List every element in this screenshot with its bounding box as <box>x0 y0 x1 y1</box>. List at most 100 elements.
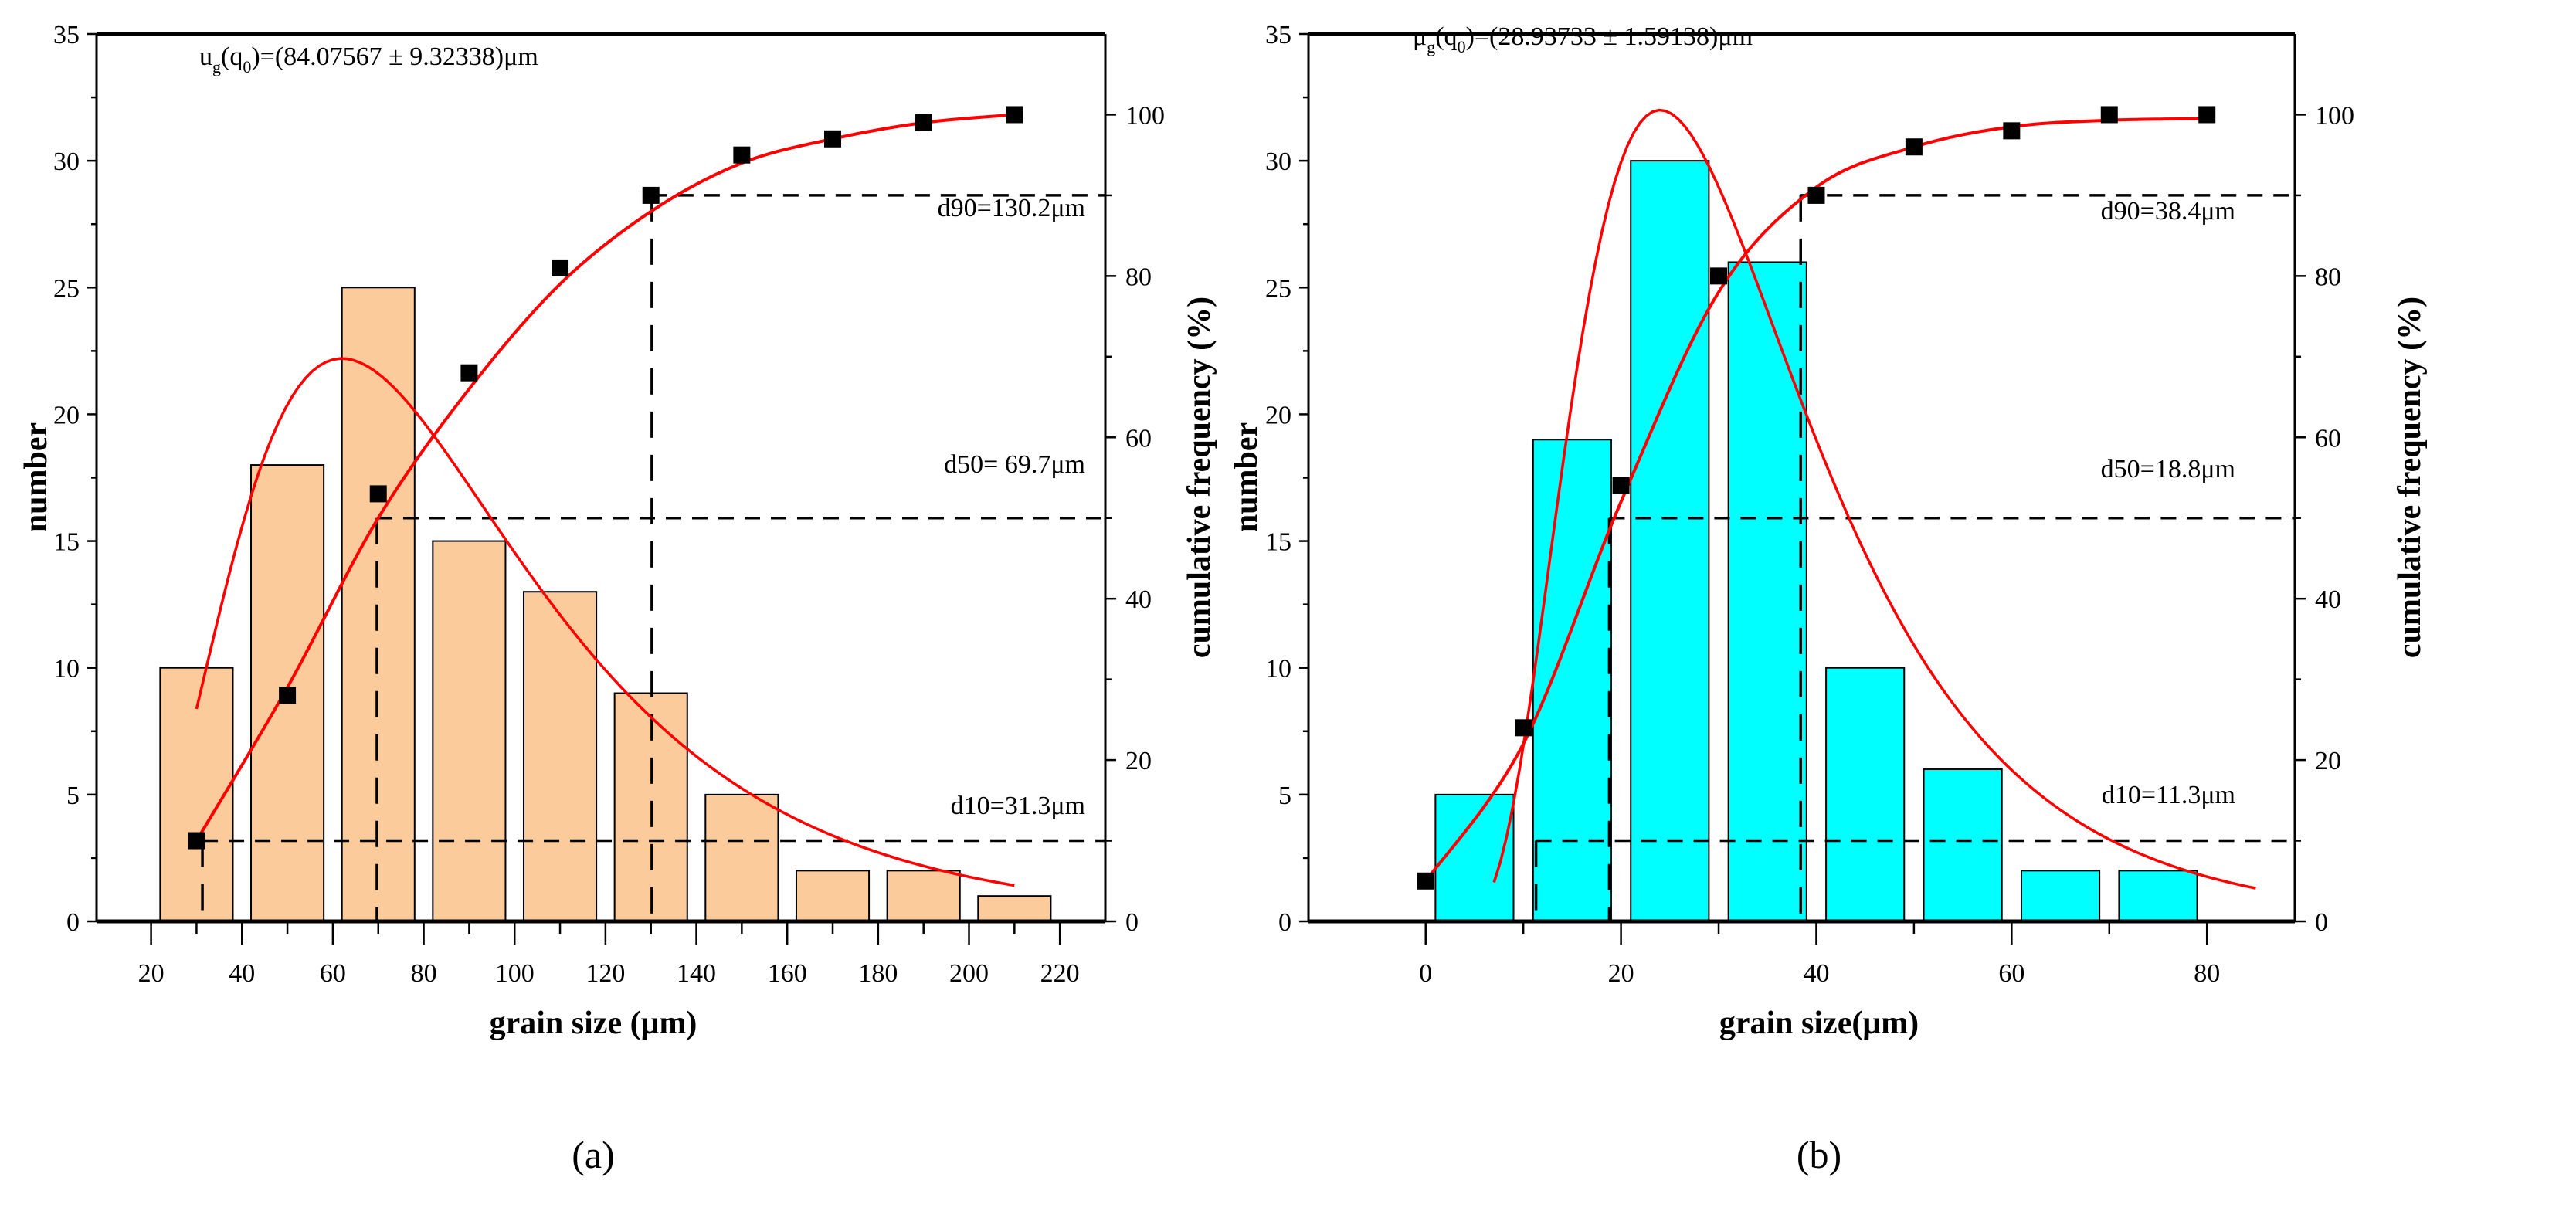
fit-annotation: ug(q0)=(84.07567 ± 9.32338)μm <box>199 42 538 76</box>
x-tick-label: 40 <box>229 959 255 988</box>
cumulative-point <box>279 687 297 704</box>
x-axis-label: grain size(μm) <box>1719 1006 1919 1041</box>
y-tick-label: 20 <box>1265 401 1291 429</box>
y-right-tick-label: 80 <box>1125 263 1152 291</box>
distribution-fit-curve <box>195 357 1015 887</box>
x-tick-label: 140 <box>677 959 716 988</box>
y-tick-label: 35 <box>1265 21 1291 49</box>
fit-annotation: μg(q0)=(28.93733 ± 1.59138)μm <box>1413 22 1753 56</box>
y-axis-right-label: cumulative frequency (%) <box>1182 297 1217 658</box>
d10-label: d10=31.3μm <box>951 792 1085 820</box>
cumulative-point <box>2198 106 2216 124</box>
panel-caption: (b) <box>1797 1133 1841 1176</box>
bar <box>1532 439 1612 922</box>
y-right-tick-label: 100 <box>1125 101 1165 130</box>
x-axis-label: grain size (μm) <box>490 1006 697 1041</box>
bar <box>522 591 598 922</box>
bar <box>795 870 871 923</box>
cumulative-point <box>642 186 660 204</box>
y-right-tick-label: 0 <box>1125 908 1139 937</box>
distribution-fit-curve <box>1492 108 2256 890</box>
y-right-tick-label: 60 <box>1125 424 1152 453</box>
x-tick-label: 80 <box>411 959 437 988</box>
bar <box>886 870 961 923</box>
y-tick-label: 0 <box>1278 908 1291 937</box>
cumulative-point <box>460 364 478 382</box>
bar <box>1630 160 1710 922</box>
bar <box>341 287 416 922</box>
bar <box>1727 261 1807 922</box>
cumulative-point <box>1710 267 1728 285</box>
y-right-tick-label: 20 <box>2315 747 2341 775</box>
x-tick-label: 120 <box>585 959 625 988</box>
y-right-tick-label: 60 <box>2315 424 2341 453</box>
bar <box>159 667 234 922</box>
x-tick-label: 200 <box>949 959 989 988</box>
y-tick-label: 25 <box>1265 274 1291 303</box>
d90-label: d90=130.2μm <box>938 194 1085 222</box>
x-tick-label: 60 <box>320 959 346 988</box>
y-right-tick-label: 80 <box>2315 263 2341 291</box>
y-right-tick-label: 100 <box>2315 101 2354 130</box>
x-tick-label: 60 <box>1998 959 2024 988</box>
y-right-tick-label: 40 <box>2315 585 2341 614</box>
y-tick-label: 10 <box>1265 655 1291 684</box>
cumulative-point <box>552 259 569 276</box>
cumulative-fit-curve <box>195 113 1015 842</box>
y-tick-label: 35 <box>53 21 80 49</box>
y-tick-label: 15 <box>1265 528 1291 557</box>
x-tick-label: 80 <box>2194 959 2220 988</box>
y-tick-label: 0 <box>66 908 80 937</box>
cumulative-point <box>1612 477 1630 494</box>
cumulative-point <box>915 114 932 131</box>
panel-b: 0 20 40 60 80 0 5 10 15 20 25 30 35 0 20 40 60 80 100 μg(q… <box>1229 21 2428 1176</box>
cumulative-point <box>2100 106 2118 124</box>
x-tick-label: 160 <box>768 959 807 988</box>
x-tick-label: 100 <box>495 959 535 988</box>
y-axis-label: number <box>1229 422 1264 532</box>
x-tick-label: 180 <box>858 959 898 988</box>
cumulative-point <box>1417 872 1434 890</box>
y-axis-right-label: cumulative frequency (%) <box>2392 297 2428 658</box>
bar <box>2020 870 2101 923</box>
y-tick-label: 10 <box>53 655 80 684</box>
y-tick-label: 25 <box>53 274 80 303</box>
y-right-tick-label: 40 <box>1125 585 1152 614</box>
bar <box>1923 768 2003 922</box>
x-tick-label: 0 <box>1419 959 1432 988</box>
y-tick-label: 15 <box>53 528 80 557</box>
cumulative-point <box>733 146 751 164</box>
y-right-tick-label: 20 <box>1125 747 1152 775</box>
bar <box>977 895 1052 922</box>
d10-label: d10=11.3μm <box>2102 781 2235 809</box>
cumulative-point <box>1905 138 1923 156</box>
y-tick-label: 20 <box>53 401 80 429</box>
y-tick-label: 5 <box>66 782 80 810</box>
d90-label: d90=38.4μm <box>2101 197 2235 226</box>
x-tick-label: 20 <box>138 959 165 988</box>
cumulative-point <box>824 130 842 148</box>
y-right-tick-label: 0 <box>2315 908 2328 937</box>
cumulative-point <box>2003 122 2021 140</box>
x-tick-label: 220 <box>1040 959 1080 988</box>
bar <box>1825 667 1906 922</box>
bar <box>2118 870 2198 923</box>
bar <box>432 540 507 922</box>
panel-a: 20 40 60 80 100 120 140 160 180 200 22005101520253… <box>19 21 1217 1176</box>
y-tick-label: 30 <box>1265 148 1291 176</box>
cumulative-fit-curve <box>1424 117 2208 882</box>
cumulative-point <box>1006 106 1023 124</box>
bar <box>704 793 779 923</box>
x-tick-label: 20 <box>1608 959 1634 988</box>
cumulative-point <box>1807 186 1825 204</box>
y-axis-label: number <box>19 422 54 532</box>
x-tick-label: 40 <box>1803 959 1829 988</box>
cumulative-point <box>1515 719 1532 737</box>
y-tick-label: 5 <box>1278 782 1291 810</box>
d50-label: d50=18.8μm <box>2101 455 2235 483</box>
d50-label: d50= 69.7μm <box>944 450 1085 479</box>
cumulative-point <box>369 485 387 503</box>
panel-caption: (a) <box>572 1133 615 1176</box>
cumulative-point <box>188 832 205 850</box>
